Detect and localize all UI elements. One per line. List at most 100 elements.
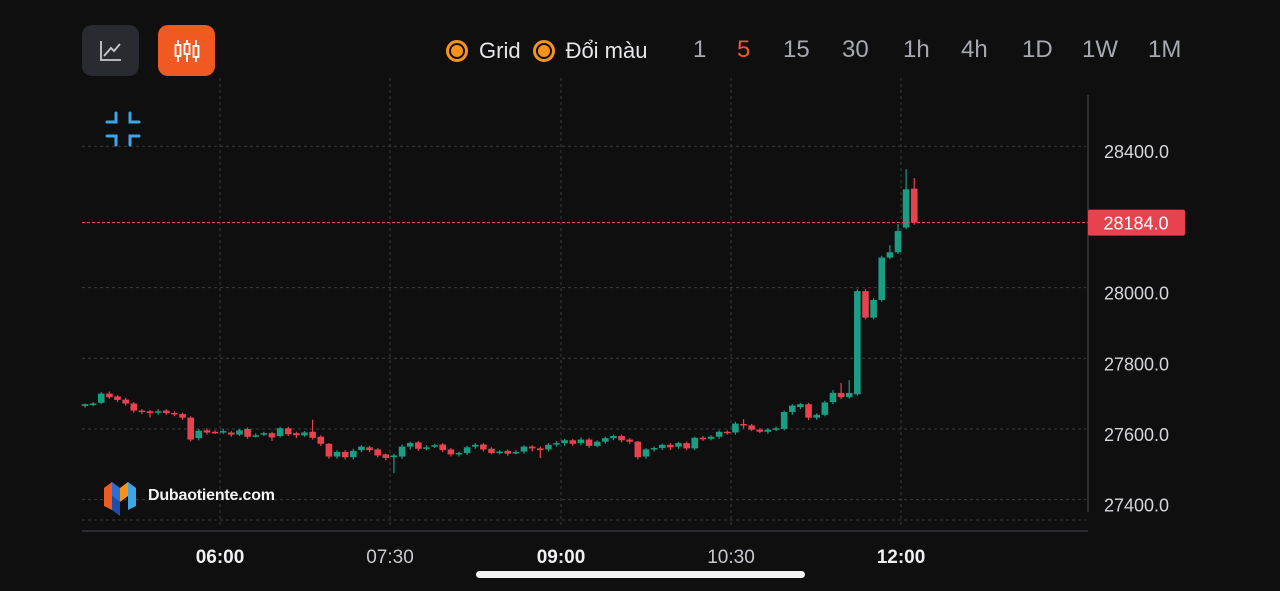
brand-watermark: Dubaotiente.com: [100, 476, 275, 516]
candle-body: [146, 411, 154, 414]
candle-body: [642, 449, 650, 457]
candle-body: [447, 449, 455, 455]
timeframe-1h[interactable]: 1h: [903, 36, 930, 63]
color-radio-icon: [532, 40, 555, 62]
y-tick-label: 28400.0: [1104, 142, 1169, 162]
candle-body: [821, 402, 829, 415]
timeframe-1[interactable]: 1: [693, 36, 707, 63]
candle-body: [894, 231, 902, 253]
candle-body: [805, 404, 812, 418]
candle-body: [569, 440, 577, 444]
timeframe-30[interactable]: 30: [842, 36, 869, 63]
y-tick-label: 27800.0: [1104, 354, 1169, 374]
candle-body: [545, 444, 552, 450]
candle-body: [366, 447, 373, 451]
candle-body: [553, 443, 560, 445]
candle-body: [854, 291, 861, 395]
candle-body: [341, 451, 349, 458]
candle-body: [122, 399, 129, 404]
candle-body: [764, 429, 772, 432]
candle-body: [455, 452, 463, 455]
candle-body: [870, 299, 877, 318]
candle-body: [504, 450, 512, 454]
candle-body: [431, 445, 438, 447]
candle-body: [886, 252, 894, 258]
candle-body: [463, 447, 471, 453]
candle-body: [203, 430, 211, 433]
candle-body: [829, 392, 837, 403]
color-toggle[interactable]: Đổi màu: [532, 38, 647, 64]
candle-body: [106, 393, 113, 398]
candle-body: [585, 439, 593, 446]
candle-body: [138, 410, 146, 413]
candle-body: [301, 432, 308, 436]
x-tick-label: 06:00: [196, 547, 245, 568]
timeframe-5[interactable]: 5: [737, 36, 751, 63]
candle-body: [715, 431, 723, 437]
candle-body: [561, 440, 568, 444]
timeframe-15[interactable]: 15: [783, 36, 810, 63]
timeframe-4h[interactable]: 4h: [961, 36, 988, 63]
candle-body: [439, 444, 447, 451]
grid-label: Grid: [479, 38, 521, 63]
candle-body: [195, 430, 203, 439]
candlestick-chart-button[interactable]: [158, 25, 215, 76]
candle-body: [837, 392, 845, 398]
grid-radio-icon: [446, 40, 468, 62]
candle-body: [97, 393, 105, 403]
candle-body: [349, 450, 357, 458]
candle-body: [244, 428, 251, 437]
candlestick-icon: [174, 39, 199, 62]
candle-body: [707, 436, 715, 439]
candle-body: [260, 433, 268, 435]
timeframe-1d[interactable]: 1D: [1022, 36, 1053, 63]
candle-body: [512, 451, 520, 454]
candle-body: [520, 446, 528, 452]
candle-body: [602, 438, 609, 442]
candle-body: [423, 447, 430, 449]
candle-body: [163, 410, 170, 414]
candle-body: [317, 436, 325, 444]
candle-body: [211, 431, 219, 434]
x-tick-label: 12:00: [877, 547, 926, 568]
candle-body: [902, 189, 910, 228]
candle-body: [154, 411, 162, 413]
collapse-icon: [105, 111, 141, 147]
candle-body: [284, 428, 292, 435]
grid-toggle[interactable]: Grid: [446, 38, 521, 64]
candle-body: [618, 436, 625, 441]
candle-body: [756, 429, 764, 432]
candle-body: [593, 441, 601, 446]
timeframe-1w[interactable]: 1W: [1082, 36, 1118, 63]
candle-body: [650, 448, 658, 450]
brand-logo-icon: [104, 482, 136, 516]
candle-body: [89, 403, 97, 406]
candle-body: [845, 392, 853, 398]
candle-body: [480, 444, 487, 450]
candle-body: [187, 417, 194, 440]
candle-body: [398, 446, 406, 457]
candle-body: [634, 441, 642, 458]
candle-body: [536, 448, 544, 451]
candle-body: [691, 437, 699, 449]
candle-body: [114, 396, 121, 400]
candle-body: [325, 443, 333, 457]
candle-body: [374, 449, 381, 456]
collapse-button[interactable]: [100, 106, 146, 152]
x-tick-label: 07:30: [366, 547, 414, 568]
candle-body: [268, 433, 276, 438]
line-chart-icon: [99, 40, 121, 61]
candle-body: [748, 425, 755, 430]
candle-body: [81, 404, 89, 406]
candle-body: [813, 414, 820, 418]
line-chart-button[interactable]: [82, 25, 139, 76]
candle-body: [862, 291, 869, 318]
candle-body: [610, 436, 617, 439]
home-indicator[interactable]: [476, 571, 805, 578]
x-tick-label: 09:00: [537, 547, 586, 568]
candle-body: [740, 424, 747, 426]
timeframe-1m[interactable]: 1M: [1148, 36, 1182, 63]
candle-body: [406, 443, 414, 447]
candle-body: [293, 433, 300, 436]
